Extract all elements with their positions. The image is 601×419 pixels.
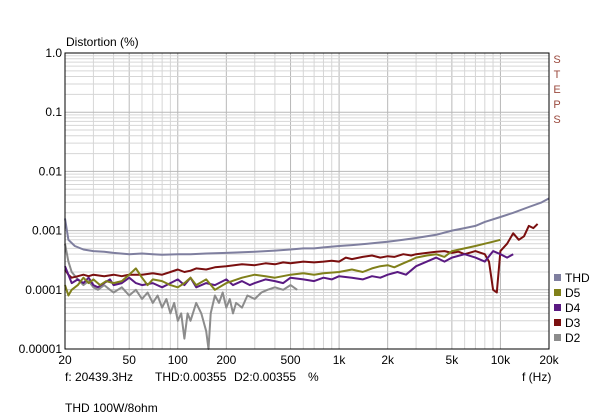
series-d4-line	[64, 250, 514, 289]
y-tick-label: 1.0	[45, 46, 62, 60]
readout-frequency: f: 20439.3Hz	[65, 370, 133, 384]
x-tick-label: 1k	[333, 353, 347, 367]
readout-d2: D2:0.00355	[234, 370, 296, 384]
x-tick-label: 10k	[491, 353, 511, 367]
x-tick-label: 2k	[381, 353, 395, 367]
series-d3-line	[64, 223, 539, 294]
y-axis-label: Distortion (%)	[66, 35, 139, 49]
y-tick-label: 0.01	[39, 164, 63, 178]
x-tick-label: 50	[123, 353, 137, 367]
x-tick-label: 100	[168, 353, 188, 367]
readout-thd: THD:0.00355	[155, 370, 227, 384]
y-tick-label: 0.1	[45, 105, 62, 119]
x-tick-label: 5k	[446, 353, 460, 367]
grid-layer	[64, 52, 550, 350]
y-tick-label: 0.001	[32, 224, 62, 238]
series-d2-line	[64, 243, 298, 350]
legend-swatch-d5	[554, 289, 561, 296]
y-tick-label: 0.0001	[25, 283, 62, 297]
legend-swatch-thd	[554, 274, 561, 281]
series-layer	[64, 197, 550, 350]
x-tick-label: 500	[281, 353, 301, 367]
legend-label-d4: D4	[565, 301, 581, 315]
series-d5-line	[64, 238, 501, 297]
steps-letter: T	[554, 69, 561, 81]
x-tick-label: 20k	[539, 353, 559, 367]
legend-label-thd: THD	[565, 271, 590, 285]
series-thd-line	[64, 197, 550, 256]
y-tick-label: 0.00001	[19, 342, 63, 356]
legend-swatch-d2	[554, 334, 561, 341]
readout-unit: %	[308, 370, 319, 384]
x-tick-label: 200	[216, 353, 236, 367]
x-axis-label: f (Hz)	[522, 370, 551, 384]
steps-letter: E	[553, 84, 560, 96]
legend-swatch-d4	[554, 304, 561, 311]
steps-letter: S	[553, 54, 560, 66]
legend-swatch-d3	[554, 319, 561, 326]
tick-labels: 20 50 100 200 500 1k 2k 5k 10k 20k 1.0 0.1 0.01 0.001…	[19, 46, 560, 367]
legend-label-d5: D5	[565, 286, 581, 300]
legend-label-d3: D3	[565, 316, 581, 330]
x-tick-label: 20	[58, 353, 72, 367]
steps-letter: S	[553, 114, 560, 126]
plot-frame	[64, 52, 550, 350]
legend-label-d2: D2	[565, 331, 581, 345]
steps-letter: P	[553, 99, 560, 111]
chart-title: THD 100W/8ohm	[65, 401, 158, 415]
